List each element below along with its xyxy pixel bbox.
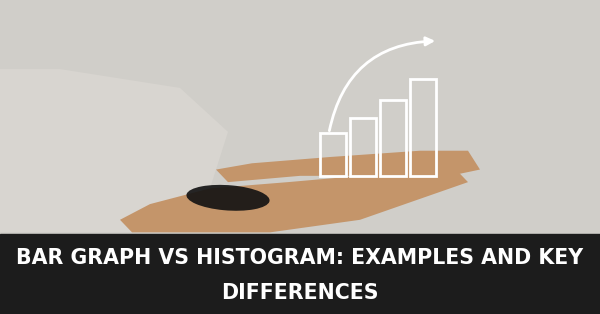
Ellipse shape	[187, 185, 269, 211]
Polygon shape	[216, 151, 480, 182]
Bar	[410, 78, 436, 176]
Bar	[380, 100, 406, 176]
Text: DIFFERENCES: DIFFERENCES	[221, 283, 379, 303]
Bar	[0, 234, 600, 314]
Polygon shape	[120, 163, 468, 232]
Text: BAR GRAPH VS HISTOGRAM: EXAMPLES AND KEY: BAR GRAPH VS HISTOGRAM: EXAMPLES AND KEY	[16, 248, 584, 268]
Polygon shape	[0, 69, 228, 232]
Bar	[350, 118, 376, 176]
Bar	[320, 133, 346, 176]
